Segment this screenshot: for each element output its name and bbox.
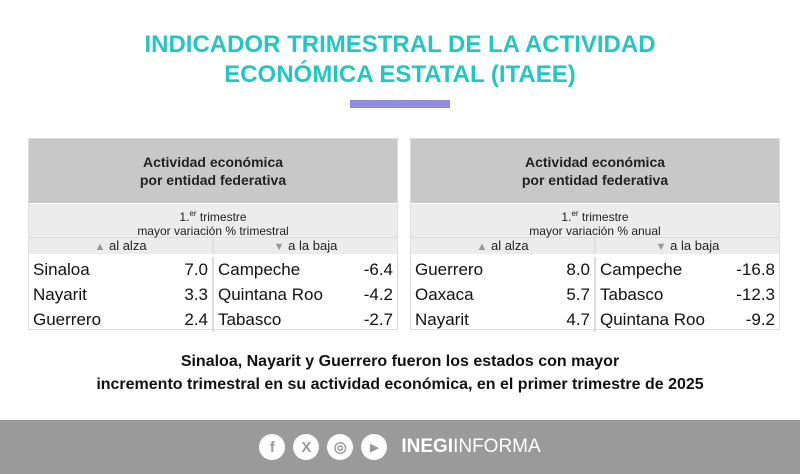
facebook-icon[interactable]: f bbox=[259, 434, 286, 460]
variation-value: -6.4 bbox=[363, 260, 393, 279]
table-row: Nayarit 4.7 bbox=[415, 307, 590, 332]
state-name: Quintana Roo bbox=[218, 285, 323, 304]
youtube-icon[interactable]: ▶ bbox=[361, 434, 388, 460]
table-row: Tabasco -12.3 bbox=[600, 282, 775, 307]
note-line-1: Sinaloa, Nayarit y Guerrero fueron los e… bbox=[180, 353, 620, 370]
header-line-1: Actividad económica bbox=[142, 154, 284, 170]
title-line-1: INDICADOR TRIMESTRAL DE LA ACTIVIDAD bbox=[144, 31, 656, 58]
table-row: Guerrero 8.0 bbox=[415, 257, 590, 282]
table-row: Quintana Roo -4.2 bbox=[218, 282, 393, 307]
note-line-2: incremento trimestral en su actividad ec… bbox=[96, 376, 704, 393]
triangle-up-icon: ▲ bbox=[94, 241, 106, 253]
state-name: Guerrero bbox=[33, 310, 102, 329]
variation-value: -16.8 bbox=[736, 260, 775, 279]
state-name: Tabasco bbox=[218, 310, 282, 329]
state-name: Campeche bbox=[218, 260, 301, 279]
footer: f X ◎ ▶ INEGIINFORMA bbox=[0, 420, 800, 474]
header-line-1: Actividad económica bbox=[524, 154, 666, 170]
x-icon[interactable]: X bbox=[293, 434, 320, 460]
state-name: Tabasco bbox=[600, 285, 664, 304]
state-activity-table: Actividad económica por entidad federativ… bbox=[28, 138, 398, 332]
triangle-up-icon: ▲ bbox=[476, 241, 488, 253]
table-subheader: 1.er trimestre mayor variación % anual bbox=[411, 203, 779, 238]
header-line-2: por entidad federativa bbox=[521, 172, 669, 188]
period: 1. bbox=[179, 210, 190, 224]
table-row: Quintana Roo -9.2 bbox=[600, 307, 775, 332]
column-headers: ▲ al alza ▼ a la baja bbox=[411, 237, 779, 254]
down-column: Campeche -6.4 Quintana Roo -4.2 Tabasco -2.7 bbox=[214, 257, 397, 332]
down-label: a la baja bbox=[288, 238, 338, 253]
period-rest: trimestre bbox=[196, 210, 247, 224]
variation-value: 3.3 bbox=[184, 285, 208, 304]
state-name: Quintana Roo bbox=[600, 310, 705, 329]
state-activity-table: Actividad económica por entidad federativ… bbox=[410, 138, 780, 332]
table-header: Actividad económica por entidad federativ… bbox=[411, 139, 779, 203]
down-column: Campeche -16.8 Tabasco -12.3 Quintana Roo -9.… bbox=[596, 257, 779, 332]
state-name: Nayarit bbox=[415, 310, 469, 329]
instagram-icon[interactable]: ◎ bbox=[327, 434, 354, 460]
column-headers: ▲ al alza ▼ a la baja bbox=[29, 237, 397, 254]
summary-note: Sinaloa, Nayarit y Guerrero fueron los e… bbox=[0, 350, 800, 396]
title-line-2: ECONÓMICA ESTATAL (ITAEE) bbox=[224, 61, 576, 88]
variation-value: -12.3 bbox=[736, 285, 775, 304]
up-label: al alza bbox=[108, 238, 147, 253]
triangle-down-icon: ▼ bbox=[273, 241, 285, 253]
period-sup: er bbox=[189, 209, 197, 218]
variation-value: -4.2 bbox=[363, 285, 393, 304]
brand-bold: INEGI bbox=[401, 436, 454, 457]
table-row: Nayarit 3.3 bbox=[33, 282, 208, 307]
table-row: Tabasco -2.7 bbox=[218, 307, 393, 332]
period: 1. bbox=[561, 210, 572, 224]
variation-value: 5.7 bbox=[566, 285, 590, 304]
state-name: Oaxaca bbox=[415, 285, 474, 304]
variation-value: 8.0 bbox=[566, 260, 590, 279]
state-name: Campeche bbox=[600, 260, 683, 279]
variation-value: -9.2 bbox=[745, 310, 775, 329]
table-row: Campeche -16.8 bbox=[600, 257, 775, 282]
table-header: Actividad económica por entidad federativ… bbox=[29, 139, 397, 203]
table-row: Oaxaca 5.7 bbox=[415, 282, 590, 307]
table-row: Campeche -6.4 bbox=[218, 257, 393, 282]
brand-logo: INEGIINFORMA bbox=[401, 436, 540, 458]
state-name: Guerrero bbox=[415, 260, 484, 279]
accent-bar bbox=[350, 100, 450, 108]
table-row: Sinaloa 7.0 bbox=[33, 257, 208, 282]
period-sup: er bbox=[571, 209, 579, 218]
up-column: Guerrero 8.0 Oaxaca 5.7 Nayarit 4.7 bbox=[411, 257, 596, 332]
up-column: Sinaloa 7.0 Nayarit 3.3 Guerrero 2.4 bbox=[29, 257, 214, 332]
variation-value: 7.0 bbox=[184, 260, 208, 279]
variation-value: 4.7 bbox=[566, 310, 590, 329]
page-title: INDICADOR TRIMESTRAL DE LA ACTIVIDAD ECO… bbox=[0, 30, 800, 90]
measure-label: mayor variación % trimestral bbox=[137, 224, 289, 238]
up-label: al alza bbox=[490, 238, 529, 253]
state-name: Nayarit bbox=[33, 285, 87, 304]
header-line-2: por entidad federativa bbox=[139, 172, 287, 188]
table-subheader: 1.er trimestre mayor variación % trimestr… bbox=[29, 203, 397, 238]
period-rest: trimestre bbox=[578, 210, 629, 224]
state-name: Sinaloa bbox=[33, 260, 90, 279]
variation-value: -2.7 bbox=[363, 310, 393, 329]
brand-light: INFORMA bbox=[453, 436, 541, 457]
triangle-down-icon: ▼ bbox=[655, 241, 667, 253]
down-label: a la baja bbox=[670, 238, 720, 253]
table-row: Guerrero 2.4 bbox=[33, 307, 208, 332]
measure-label: mayor variación % anual bbox=[529, 224, 661, 238]
variation-value: 2.4 bbox=[184, 310, 208, 329]
